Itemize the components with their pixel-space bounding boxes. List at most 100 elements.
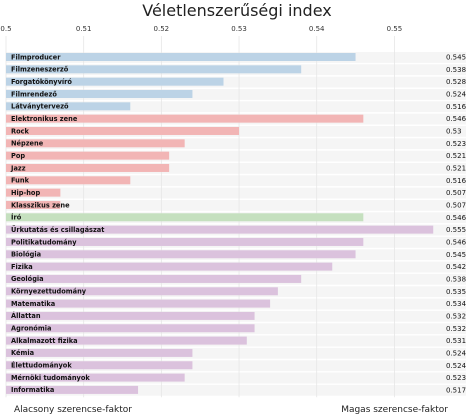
row-background [6, 175, 466, 187]
category-label: Látványtervező [11, 102, 69, 111]
bar [6, 348, 193, 357]
category-label: Rock [11, 127, 30, 135]
row-background [6, 88, 466, 100]
value-label: 0.545 [446, 54, 466, 62]
category-label: Politikatudomány [11, 238, 77, 246]
value-label: 0.524 [446, 349, 467, 357]
category-label: Agronómia [11, 325, 51, 333]
category-label: Környezettudomány [11, 288, 87, 296]
value-label: 0.523 [446, 374, 466, 382]
value-label: 0.517 [446, 386, 466, 394]
category-label: Mérnöki tudományok [11, 374, 90, 382]
value-label: 0.528 [446, 78, 466, 86]
category-label: Elektronikus zene [11, 115, 78, 123]
row-background [6, 101, 466, 113]
value-label: 0.542 [446, 263, 466, 271]
value-label: 0.521 [446, 164, 466, 172]
x-tick-label: 0.55 [387, 25, 403, 33]
row-background [6, 199, 466, 211]
bar [6, 139, 185, 148]
category-label: Élettudományok [11, 361, 72, 370]
bar [6, 176, 131, 185]
value-label: 0.538 [446, 275, 466, 283]
row-background [6, 162, 466, 174]
x-tick-label: 0.5 [0, 25, 11, 33]
bar [6, 89, 193, 98]
row-background [6, 360, 466, 372]
row-background [6, 347, 466, 359]
category-label: Alkalmazott fizika [11, 337, 78, 345]
bar [6, 200, 61, 209]
row-background [6, 187, 466, 199]
bar [6, 361, 193, 370]
value-label: 0.516 [446, 103, 467, 111]
value-label: 0.524 [446, 362, 467, 370]
bar [6, 151, 170, 160]
bar [6, 163, 170, 172]
category-label: Író [11, 213, 22, 222]
value-label: 0.531 [446, 337, 466, 345]
value-label: 0.538 [446, 66, 466, 74]
row-background [6, 372, 466, 384]
footer-left-label: Alacsony szerencse-faktor [14, 405, 132, 415]
bar [6, 126, 240, 135]
bar [6, 225, 434, 234]
category-label: Informatika [11, 386, 54, 394]
category-label: Állattan [11, 311, 41, 320]
category-label: Geológia [11, 275, 44, 283]
bar [6, 274, 302, 283]
value-label: 0.545 [446, 251, 466, 259]
bar [6, 188, 61, 197]
bar [6, 336, 247, 345]
bar [6, 373, 185, 382]
category-label: Biológia [11, 251, 41, 259]
bar [6, 114, 364, 123]
bar [6, 262, 333, 271]
value-label: 0.534 [446, 300, 467, 308]
x-tick-label: 0.51 [76, 25, 92, 33]
value-label: 0.507 [446, 201, 466, 209]
value-label: 0.53 [446, 127, 462, 135]
value-label: 0.532 [446, 325, 466, 333]
category-label: Űrkutatás és csillagászat [11, 225, 104, 234]
value-label: 0.546 [446, 214, 467, 222]
value-label: 0.521 [446, 152, 466, 160]
value-label: 0.516 [446, 177, 467, 185]
category-label: Kémia [11, 349, 34, 357]
category-label: Matematika [11, 300, 55, 308]
value-label: 0.535 [446, 288, 466, 296]
row-background [6, 150, 466, 162]
category-label: Filmproducer [11, 53, 61, 61]
chart-title: Véletlenszerűségi index [142, 1, 331, 20]
bar [6, 385, 139, 394]
category-label: Klasszikus zene [11, 201, 70, 209]
row-background [6, 384, 466, 396]
row-background [6, 76, 466, 88]
x-tick-label: 0.53 [231, 25, 247, 33]
value-label: 0.546 [446, 115, 467, 123]
category-label: Népzene [11, 140, 44, 148]
value-label: 0.546 [446, 238, 467, 246]
x-tick-label: 0.54 [309, 25, 325, 33]
bar [6, 53, 356, 61]
category-label: Forgatókönyvíró [11, 78, 72, 86]
bars-group: Filmproducer 0.545 Filmzeneszerző 0.538 Forg… [6, 53, 467, 394]
bar [6, 324, 255, 333]
value-label: 0.523 [446, 140, 466, 148]
bar [6, 102, 131, 111]
bar [6, 77, 224, 86]
category-label: Filmrendező [11, 89, 57, 98]
category-label: Pop [11, 152, 25, 160]
bar [6, 287, 278, 296]
bar [6, 65, 302, 74]
category-label: Jazz [10, 164, 26, 172]
x-tick-label: 0.52 [154, 25, 170, 33]
row-background [6, 138, 466, 150]
value-label: 0.524 [446, 90, 467, 98]
bar [6, 299, 271, 308]
bar [6, 311, 255, 320]
bar [6, 213, 364, 222]
value-label: 0.532 [446, 312, 466, 320]
category-label: Funk [11, 177, 30, 185]
